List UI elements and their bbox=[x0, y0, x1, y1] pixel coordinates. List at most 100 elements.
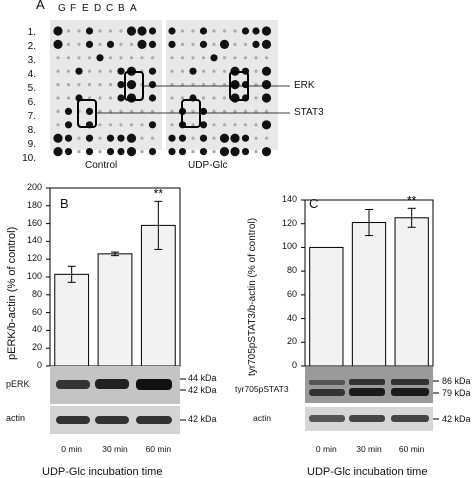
panel-c: tyr705pSTAT3/b-actin (% of control) 0 20 4… bbox=[235, 180, 474, 478]
array-dot bbox=[254, 96, 258, 100]
array-dot bbox=[64, 121, 73, 129]
panel-c-xlabel: UDP-Glc incubation time bbox=[307, 466, 428, 478]
array-dot bbox=[129, 42, 134, 47]
array-dot bbox=[129, 109, 134, 113]
array-dot bbox=[201, 96, 206, 100]
array-dot bbox=[85, 148, 94, 156]
array-dot bbox=[126, 26, 137, 36]
array-dot bbox=[137, 26, 147, 36]
array-dot bbox=[148, 148, 157, 156]
actin-label: actin bbox=[253, 413, 271, 423]
array-dot bbox=[254, 56, 258, 60]
array-dot bbox=[117, 148, 125, 156]
array-dot bbox=[98, 69, 102, 73]
array-dot bbox=[56, 96, 60, 100]
kda-label-actin: 42 kDa bbox=[442, 414, 471, 424]
x-tick-label: 0 min bbox=[61, 444, 83, 454]
array-dot bbox=[66, 29, 71, 33]
array-dot bbox=[180, 29, 185, 33]
array-dot bbox=[106, 40, 115, 49]
array-dot bbox=[56, 123, 60, 127]
array-dot bbox=[199, 121, 208, 129]
array-dot bbox=[201, 56, 206, 60]
array-dot bbox=[180, 42, 185, 47]
array-dot bbox=[77, 136, 81, 140]
array-dot bbox=[180, 83, 185, 87]
array-dot bbox=[87, 83, 92, 87]
array-dot bbox=[191, 29, 195, 33]
actin-label: actin bbox=[6, 413, 26, 423]
array-dot bbox=[233, 56, 237, 60]
panel-c-chart: ** bbox=[301, 193, 434, 367]
significance-marker: ** bbox=[154, 186, 164, 200]
array-dot bbox=[264, 109, 269, 113]
y-tick-label: 140 bbox=[281, 194, 297, 204]
panel-a-letter: A bbox=[36, 0, 45, 12]
array-dot bbox=[148, 121, 157, 129]
array-dot bbox=[261, 147, 272, 157]
array-blots bbox=[50, 20, 290, 157]
array-dot bbox=[140, 136, 144, 140]
array-dot bbox=[56, 56, 60, 60]
array-dot bbox=[199, 40, 208, 49]
array-dot bbox=[98, 109, 102, 113]
perk-band-lane1 bbox=[56, 380, 90, 389]
stat3-band-lower-lane2 bbox=[349, 388, 385, 396]
y-tick-label: 180 bbox=[26, 199, 42, 210]
array-dot bbox=[137, 39, 147, 50]
stat3-band-upper-lane1 bbox=[309, 380, 345, 385]
array-dot bbox=[129, 56, 134, 60]
panel-c-letter: C bbox=[309, 196, 319, 211]
array-dot bbox=[56, 83, 60, 87]
array-dot bbox=[180, 69, 185, 73]
y-tick-label: 100 bbox=[26, 271, 42, 281]
array-dot bbox=[126, 93, 137, 103]
array-dot bbox=[126, 80, 137, 90]
array-dot bbox=[148, 81, 157, 89]
stat3-band-label: tyr705pSTAT3 bbox=[235, 384, 289, 394]
row-number: 7. bbox=[27, 111, 36, 122]
row-number: 1. bbox=[27, 27, 36, 38]
erk-label: ERK bbox=[294, 80, 315, 91]
bar bbox=[97, 253, 133, 367]
array-dot bbox=[254, 69, 258, 73]
y-tick-label: 140 bbox=[26, 235, 42, 246]
array-dot bbox=[56, 69, 60, 73]
kda-label-79: 79 kDa bbox=[442, 388, 471, 398]
y-tick-label: 40 bbox=[286, 312, 297, 323]
x-tick-label: 60 min bbox=[145, 444, 172, 454]
actin-band-lane2 bbox=[349, 415, 385, 422]
array-dot bbox=[119, 123, 123, 127]
array-dot bbox=[53, 147, 63, 157]
panel-b-xlabel: UDP-Glc incubation time bbox=[42, 466, 163, 478]
column-letter: C bbox=[106, 3, 114, 14]
array-dot bbox=[212, 123, 216, 127]
row-number: 9. bbox=[27, 139, 36, 150]
array-dot bbox=[98, 42, 102, 47]
y-tick-label: 160 bbox=[26, 217, 42, 228]
array-dot bbox=[191, 136, 195, 140]
array-dot bbox=[230, 80, 240, 90]
stat3-label: STAT3 bbox=[294, 107, 324, 118]
array-dot bbox=[168, 148, 176, 156]
kda-label-44: 44 kDa bbox=[188, 373, 217, 383]
x-tick-label: 30 min bbox=[102, 444, 128, 454]
panel-a: A G F E D C B A 1. 2. 3. 4. 5. 6. 7. 8. … bbox=[0, 0, 474, 175]
array-dot bbox=[117, 94, 125, 102]
array-dot bbox=[170, 123, 174, 127]
array-dot bbox=[243, 42, 248, 47]
array-dot bbox=[191, 123, 195, 127]
array-dot bbox=[140, 150, 144, 154]
perk-band-lane2 bbox=[95, 379, 129, 389]
array-dot bbox=[140, 56, 144, 60]
bar bbox=[309, 246, 344, 367]
udp-glc-label: UDP-Glc bbox=[188, 160, 228, 171]
array-dot bbox=[222, 56, 227, 60]
panel-c-blot bbox=[305, 367, 439, 431]
array-dot bbox=[66, 42, 71, 47]
array-dot bbox=[108, 69, 113, 73]
array-dot bbox=[66, 96, 71, 100]
array-dot bbox=[219, 39, 230, 50]
array-dot bbox=[129, 123, 134, 127]
panel-b-blot bbox=[50, 366, 186, 434]
